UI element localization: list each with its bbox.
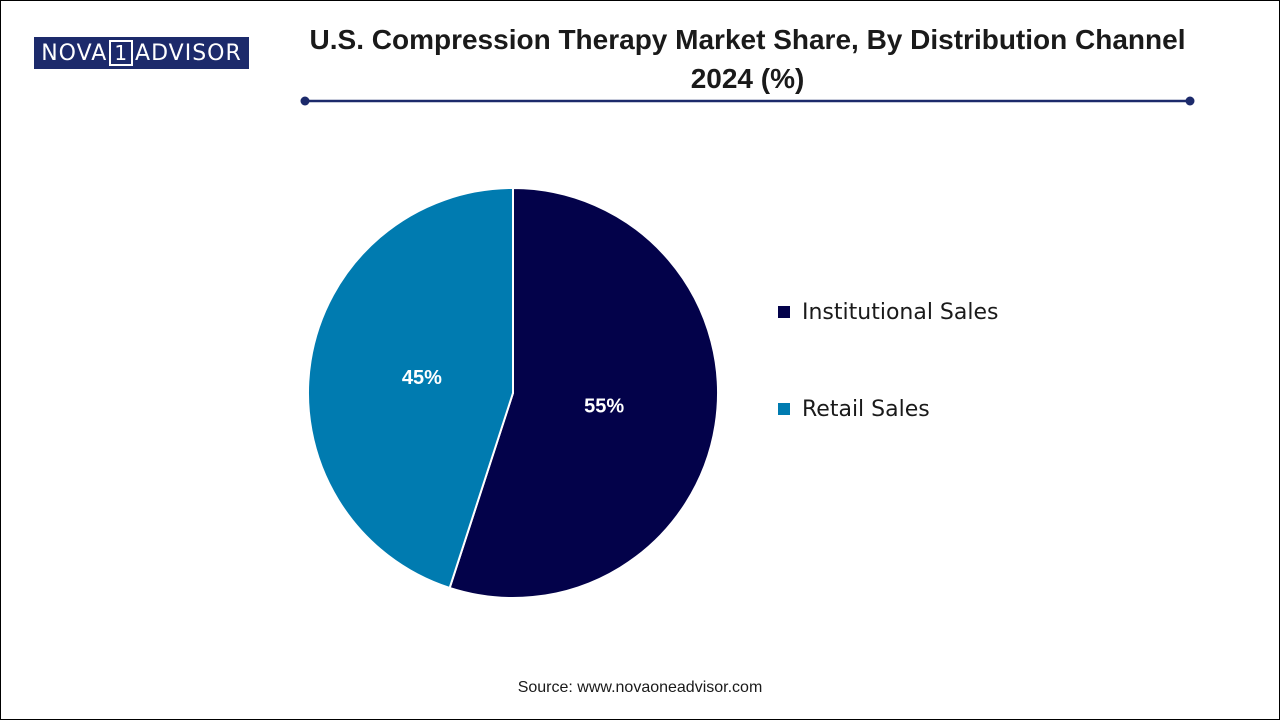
source-note: Source: www.novaoneadvisor.com bbox=[517, 679, 763, 696]
logo-text-left: NOVA bbox=[41, 40, 108, 66]
title-underline bbox=[300, 96, 1195, 106]
data-label-institutional-sales: 55% bbox=[584, 396, 624, 418]
chart-title: U.S. Compression Therapy Market Share, B… bbox=[309, 24, 1186, 94]
legend-label: Institutional Sales bbox=[802, 299, 999, 325]
nova-one-advisor-logo: NOVA 1 ADVISOR bbox=[34, 37, 249, 69]
legend-label: Retail Sales bbox=[802, 396, 930, 422]
pie-slice-institutional-sales bbox=[448, 186, 719, 599]
pie-slice-retail-sales bbox=[307, 186, 514, 590]
legend-item-retail-sales: Retail Sales bbox=[778, 393, 999, 425]
data-label-retail-sales: 45% bbox=[402, 367, 442, 389]
chart-legend: Institutional Sales Retail Sales bbox=[778, 296, 999, 490]
legend-swatch bbox=[778, 306, 790, 318]
legend-item-institutional-sales: Institutional Sales bbox=[778, 296, 999, 328]
legend-swatch bbox=[778, 403, 790, 415]
logo-mark: 1 bbox=[109, 40, 134, 66]
logo-text-right: ADVISOR bbox=[135, 40, 242, 66]
